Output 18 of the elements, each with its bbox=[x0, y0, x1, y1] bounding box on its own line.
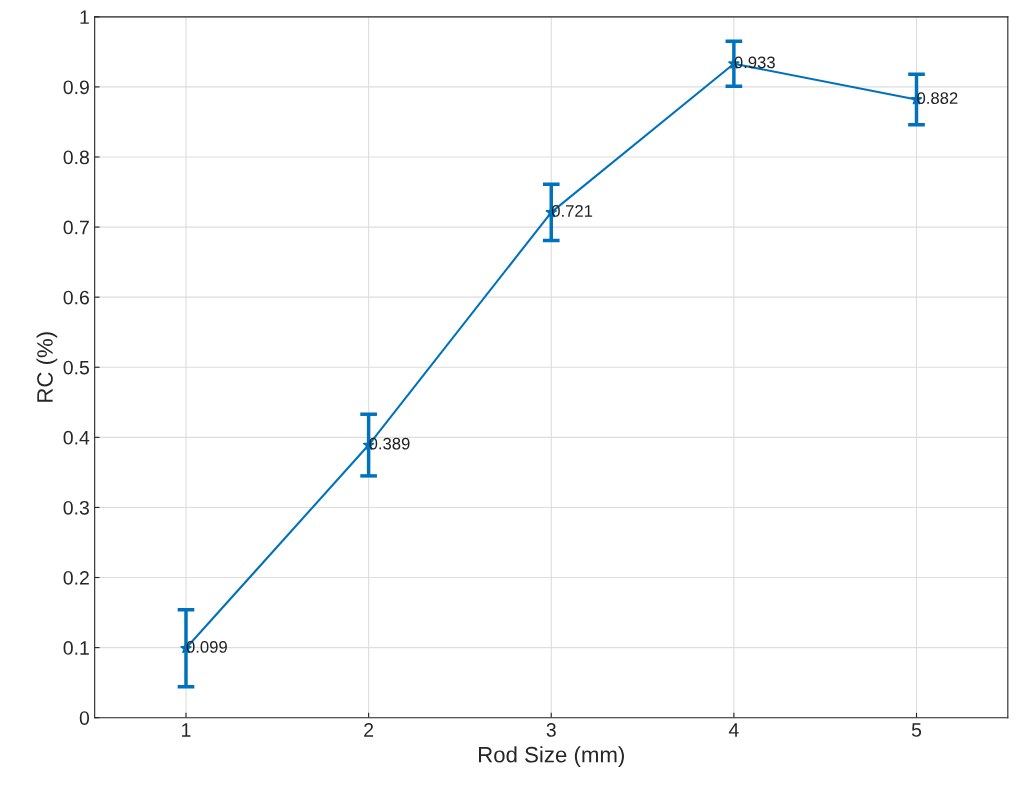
x-tick-label: 2 bbox=[364, 723, 374, 737]
y-tick-label: 0.8 bbox=[63, 150, 89, 165]
y-tick-label: 1 bbox=[80, 10, 89, 24]
y-tick-label: 0.3 bbox=[63, 500, 89, 515]
y-axis-title: RC (%) bbox=[36, 332, 58, 402]
y-tick-label: 0.6 bbox=[63, 290, 89, 305]
y-tick-label: 0.1 bbox=[63, 641, 89, 655]
y-tick-label: 0.9 bbox=[63, 80, 89, 95]
x-axis-title: Rod Size (mm) bbox=[478, 746, 624, 767]
x-tick-label: 1 bbox=[182, 723, 191, 737]
y-tick-label: 0.7 bbox=[63, 220, 89, 235]
y-tick-label: 0 bbox=[79, 711, 90, 725]
x-tick-label: 4 bbox=[728, 723, 739, 737]
x-tick-label: 3 bbox=[546, 723, 556, 737]
y-tick-label: 0.5 bbox=[63, 360, 89, 375]
y-tick-label: 0.2 bbox=[63, 570, 89, 585]
y-tick-label: 0.4 bbox=[63, 430, 90, 445]
x-tick-label: 5 bbox=[911, 723, 922, 737]
